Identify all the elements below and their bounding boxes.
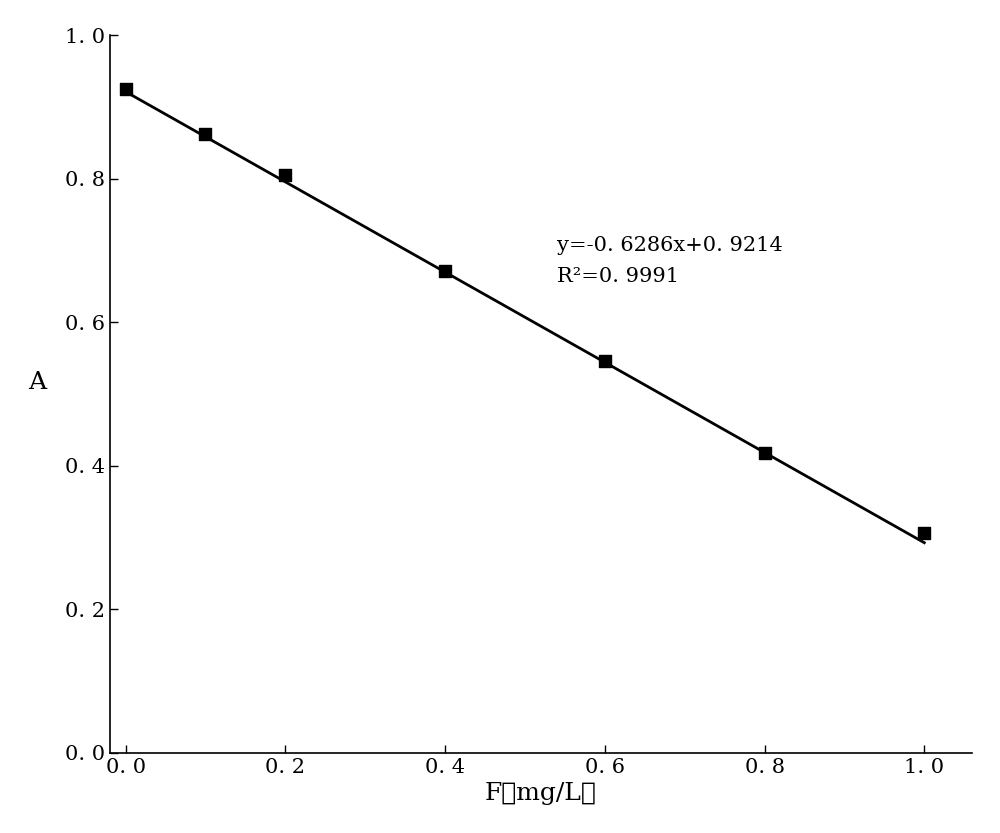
- Point: [597, 354, 613, 367]
- Y-axis label: A: A: [28, 371, 46, 394]
- Point: [757, 446, 773, 460]
- Point: [277, 168, 293, 182]
- Point: [437, 265, 453, 278]
- Point: [118, 82, 134, 96]
- Point: [916, 526, 932, 539]
- Point: [197, 127, 213, 141]
- Text: y=-0. 6286x+0. 9214
R²=0. 9991: y=-0. 6286x+0. 9214 R²=0. 9991: [557, 237, 783, 287]
- X-axis label: F（mg/L）: F（mg/L）: [485, 782, 597, 806]
